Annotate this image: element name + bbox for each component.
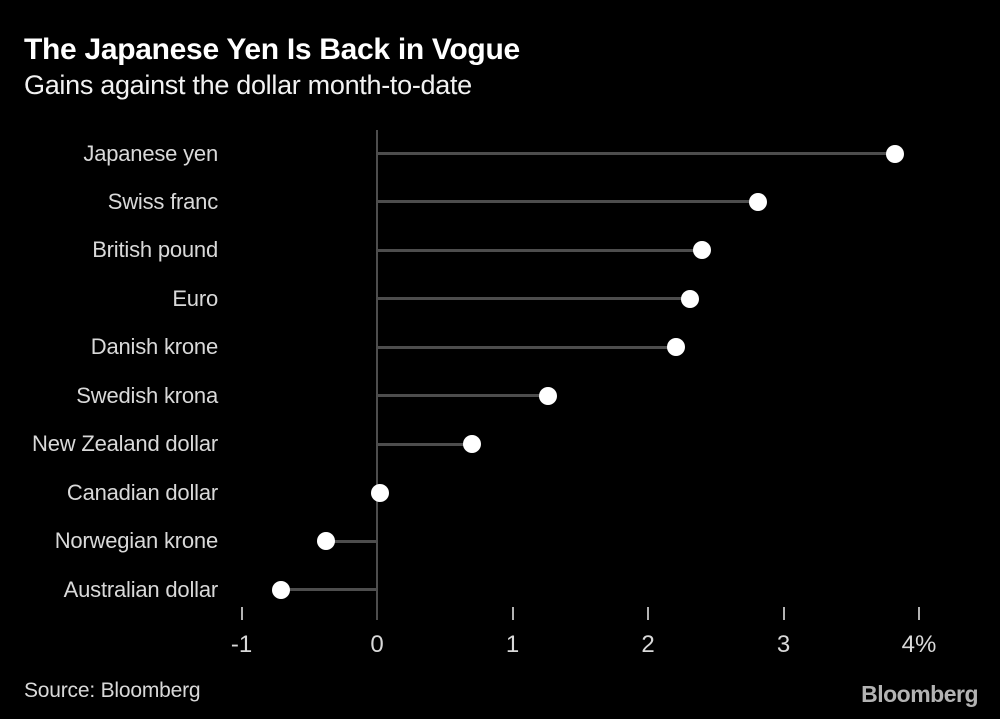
x-axis-tick [240,607,243,620]
category-label: Danish krone [90,334,218,360]
lollipop-stem [377,200,758,204]
data-point-dot [538,386,557,405]
data-point-dot [681,289,699,308]
category-label: Swedish krona [76,382,218,408]
bloomberg-logo: Bloomberg [861,681,978,707]
data-point-dot [462,435,481,454]
x-axis-tick [647,607,649,620]
lollipop-stem [377,394,548,398]
category-label: Japanese yen [83,140,218,166]
data-point-dot [271,580,290,599]
category-label: Norwegian krone [54,528,219,554]
x-axis-tick-label: 0 [370,631,384,658]
x-axis-tick-label: 4% [901,631,937,658]
lollipop-stem [325,539,377,543]
x-axis-tick-label: -1 [230,631,253,658]
lollipop-stem [377,152,895,155]
lollipop-stem [377,248,703,252]
x-axis-tick-label: 1 [505,631,520,658]
data-point-dot [748,192,767,211]
category-label: Euro [172,285,218,311]
lollipop-stem [377,442,472,446]
data-point-dot [316,532,335,551]
category-label: British pound [92,237,218,263]
chart-subtitle: Gains against the dollar month-to-date [24,70,472,100]
x-axis-tick [782,607,785,620]
lollipop-stem [377,345,677,349]
data-point-dot [370,483,389,502]
x-axis-tick-label: 3 [776,631,791,658]
data-point-dot [667,338,686,357]
lollipop-stem [280,588,377,592]
category-label: Canadian dollar [66,479,218,505]
x-axis-tick [918,607,920,620]
x-axis-tick [511,607,514,620]
zero-axis-line [376,130,378,620]
category-label: Swiss franc [107,188,218,214]
category-label: Australian dollar [63,576,219,602]
data-point-dot [885,144,904,163]
data-point-dot [693,241,712,260]
category-label: New Zealand dollar [32,431,218,457]
x-axis-tick-label: 2 [641,631,655,658]
source-credit: Source: Bloomberg [24,679,201,702]
lollipop-stem [377,297,690,301]
chart-title: The Japanese Yen Is Back in Vogue [24,33,520,66]
